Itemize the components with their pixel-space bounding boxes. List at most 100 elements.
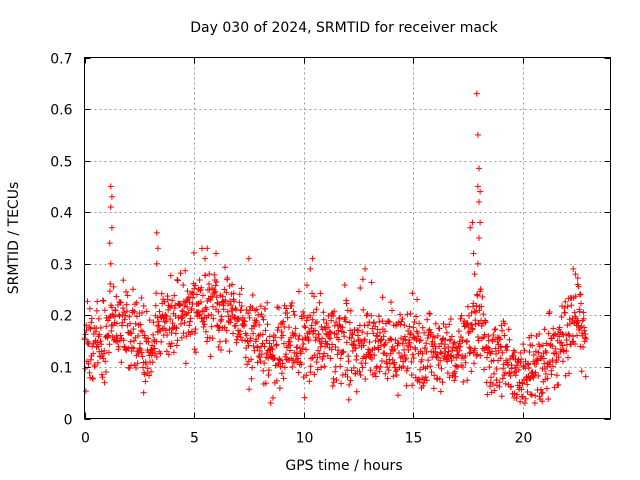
data-point — [117, 332, 124, 339]
data-point — [143, 361, 150, 368]
data-point — [571, 309, 578, 316]
data-point — [87, 325, 94, 332]
data-point — [200, 318, 207, 325]
x-tick-label: 0 — [81, 431, 90, 447]
data-point — [435, 354, 442, 361]
data-point — [108, 327, 115, 334]
data-point — [432, 345, 439, 352]
data-point — [122, 288, 129, 295]
data-point — [184, 288, 191, 295]
data-point — [405, 327, 412, 334]
data-point — [142, 334, 149, 341]
data-point — [574, 275, 581, 282]
data-point — [313, 359, 320, 366]
data-point — [177, 321, 184, 328]
x-tick-label: 5 — [190, 431, 199, 447]
data-point — [491, 387, 498, 394]
data-point — [521, 347, 528, 354]
data-point — [213, 279, 220, 286]
data-point — [387, 299, 394, 306]
data-point — [115, 343, 122, 350]
data-point — [344, 373, 351, 380]
data-point — [153, 260, 160, 267]
data-point — [361, 336, 368, 343]
data-point — [236, 331, 243, 338]
data-point — [477, 286, 484, 293]
y-tick-label: 0.6 — [50, 103, 72, 119]
data-point — [466, 350, 473, 357]
data-point — [480, 334, 487, 341]
data-point — [474, 260, 481, 267]
data-point — [84, 298, 91, 305]
y-tick-label: 0 — [64, 413, 73, 429]
data-point — [126, 313, 133, 320]
data-point — [89, 375, 96, 382]
data-point — [451, 377, 458, 384]
data-point — [106, 314, 113, 321]
data-point — [391, 346, 398, 353]
data-point — [248, 375, 255, 382]
data-point — [139, 309, 146, 316]
data-point — [123, 301, 130, 308]
data-point — [493, 366, 500, 373]
data-point — [391, 359, 398, 366]
data-point — [120, 277, 127, 284]
data-point — [122, 312, 129, 319]
data-point — [524, 388, 531, 395]
data-point — [106, 240, 113, 247]
data-point — [251, 347, 258, 354]
data-point — [528, 332, 535, 339]
data-point — [476, 235, 482, 241]
data-point — [87, 356, 94, 363]
data-point — [205, 312, 212, 319]
data-point — [161, 298, 168, 305]
data-point — [218, 313, 225, 320]
data-point — [359, 329, 366, 336]
data-point — [508, 365, 515, 372]
data-point — [275, 324, 282, 331]
data-point — [414, 296, 421, 303]
data-point — [447, 353, 454, 360]
data-point — [491, 326, 498, 333]
data-point — [130, 326, 137, 333]
data-point — [256, 347, 263, 354]
data-point — [133, 364, 140, 371]
data-point — [249, 292, 256, 299]
data-point — [327, 329, 334, 336]
data-point — [507, 372, 514, 379]
data-point — [531, 400, 538, 407]
data-point — [163, 348, 170, 355]
data-point — [277, 363, 284, 370]
data-point — [381, 328, 388, 335]
data-point — [327, 335, 334, 342]
data-point — [460, 378, 467, 385]
data-point — [275, 304, 282, 311]
data-point — [329, 341, 336, 348]
data-point — [532, 348, 539, 355]
data-point — [164, 296, 171, 303]
data-point — [321, 350, 328, 357]
data-point — [431, 341, 438, 348]
data-point — [459, 337, 466, 344]
data-point — [418, 356, 425, 363]
data-point — [390, 373, 397, 380]
data-point — [482, 318, 489, 325]
data-point — [308, 322, 315, 329]
data-point — [100, 355, 107, 362]
data-point — [177, 270, 184, 277]
data-point — [103, 323, 110, 330]
data-point — [464, 377, 471, 384]
data-point — [443, 329, 450, 336]
data-point — [539, 342, 546, 349]
data-point — [533, 361, 540, 368]
data-point — [404, 365, 411, 372]
data-point — [217, 338, 224, 345]
data-point — [131, 361, 138, 368]
data-point — [305, 337, 312, 344]
data-point — [262, 327, 269, 334]
data-point — [408, 371, 415, 378]
data-point — [431, 334, 438, 341]
data-point — [181, 302, 188, 309]
data-point — [382, 339, 389, 346]
data-point — [335, 327, 342, 334]
